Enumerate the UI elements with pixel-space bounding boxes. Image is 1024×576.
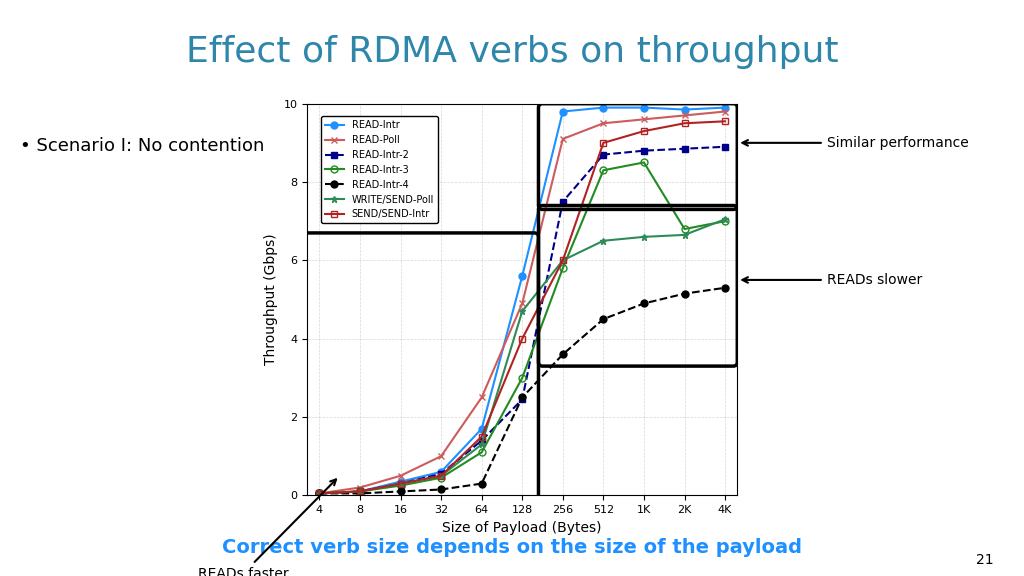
READ-Intr-4 bbox=[557, 351, 569, 358]
SEND/SEND-Intr bbox=[475, 433, 487, 440]
READ-Intr-3 bbox=[719, 218, 731, 225]
READ-Poll bbox=[475, 394, 487, 401]
Text: • Scenario I: No contention: • Scenario I: No contention bbox=[20, 137, 265, 155]
READ-Intr-3 bbox=[313, 490, 326, 497]
READ-Intr bbox=[516, 272, 528, 279]
WRITE/SEND-Poll bbox=[435, 472, 447, 479]
SEND/SEND-Intr bbox=[638, 128, 650, 135]
SEND/SEND-Intr bbox=[557, 257, 569, 264]
READ-Intr bbox=[354, 488, 367, 495]
READ-Intr bbox=[475, 425, 487, 432]
READ-Intr-4 bbox=[678, 290, 690, 297]
SEND/SEND-Intr bbox=[678, 120, 690, 127]
WRITE/SEND-Poll bbox=[313, 490, 326, 497]
READ-Intr-4 bbox=[719, 285, 731, 291]
READ-Intr-3 bbox=[597, 167, 609, 174]
READ-Intr bbox=[678, 106, 690, 113]
WRITE/SEND-Poll bbox=[354, 488, 367, 495]
READ-Intr bbox=[313, 490, 326, 497]
Text: Effect of RDMA verbs on throughput: Effect of RDMA verbs on throughput bbox=[185, 35, 839, 69]
READ-Intr-4 bbox=[435, 486, 447, 493]
Line: SEND/SEND-Intr: SEND/SEND-Intr bbox=[315, 118, 729, 497]
Text: READs slower: READs slower bbox=[742, 273, 922, 287]
READ-Intr-2 bbox=[394, 480, 407, 487]
READ-Intr bbox=[719, 104, 731, 111]
READ-Poll bbox=[313, 490, 326, 497]
Line: READ-Intr-4: READ-Intr-4 bbox=[315, 285, 729, 497]
READ-Intr-2 bbox=[475, 437, 487, 444]
Legend: READ-Intr, READ-Poll, READ-Intr-2, READ-Intr-3, READ-Intr-4, WRITE/SEND-Poll, SE: READ-Intr, READ-Poll, READ-Intr-2, READ-… bbox=[321, 116, 438, 223]
READ-Intr-4 bbox=[394, 488, 407, 495]
WRITE/SEND-Poll bbox=[678, 232, 690, 238]
X-axis label: Size of Payload (Bytes): Size of Payload (Bytes) bbox=[442, 521, 602, 535]
READ-Intr-2 bbox=[638, 147, 650, 154]
SEND/SEND-Intr bbox=[394, 480, 407, 487]
READ-Poll bbox=[354, 484, 367, 491]
READ-Intr-3 bbox=[394, 482, 407, 489]
READ-Intr bbox=[638, 104, 650, 111]
WRITE/SEND-Poll bbox=[516, 308, 528, 314]
WRITE/SEND-Poll bbox=[394, 480, 407, 487]
Line: READ-Intr-3: READ-Intr-3 bbox=[315, 159, 729, 497]
READ-Intr bbox=[394, 478, 407, 485]
READ-Intr bbox=[435, 468, 447, 475]
READ-Intr-2 bbox=[678, 145, 690, 152]
READ-Intr-4 bbox=[475, 480, 487, 487]
READ-Intr bbox=[557, 108, 569, 115]
READ-Intr-2 bbox=[557, 198, 569, 205]
SEND/SEND-Intr bbox=[597, 139, 609, 146]
WRITE/SEND-Poll bbox=[597, 237, 609, 244]
READ-Intr-4 bbox=[313, 490, 326, 497]
SEND/SEND-Intr bbox=[516, 335, 528, 342]
READ-Intr-4 bbox=[516, 394, 528, 401]
READ-Poll bbox=[638, 116, 650, 123]
READ-Intr-2 bbox=[597, 151, 609, 158]
READ-Intr-3 bbox=[557, 265, 569, 272]
Line: READ-Poll: READ-Poll bbox=[315, 108, 729, 497]
READ-Intr-4 bbox=[597, 316, 609, 323]
Line: WRITE/SEND-Poll: WRITE/SEND-Poll bbox=[315, 216, 729, 497]
READ-Intr-4 bbox=[354, 490, 367, 497]
WRITE/SEND-Poll bbox=[638, 233, 650, 240]
READ-Intr-3 bbox=[435, 474, 447, 481]
Text: 21: 21 bbox=[976, 554, 993, 567]
Text: READs faster: READs faster bbox=[198, 479, 336, 576]
SEND/SEND-Intr bbox=[313, 490, 326, 497]
SEND/SEND-Intr bbox=[354, 488, 367, 495]
READ-Intr-2 bbox=[719, 143, 731, 150]
READ-Intr-3 bbox=[475, 449, 487, 456]
READ-Poll bbox=[435, 453, 447, 460]
WRITE/SEND-Poll bbox=[719, 216, 731, 223]
READ-Poll bbox=[394, 472, 407, 479]
READ-Intr-3 bbox=[516, 374, 528, 381]
READ-Intr-2 bbox=[516, 396, 528, 403]
READ-Poll bbox=[597, 120, 609, 127]
SEND/SEND-Intr bbox=[435, 472, 447, 479]
READ-Intr-3 bbox=[354, 488, 367, 495]
Y-axis label: Throughput (Gbps): Throughput (Gbps) bbox=[264, 234, 278, 365]
WRITE/SEND-Poll bbox=[475, 441, 487, 448]
Line: READ-Intr: READ-Intr bbox=[315, 104, 729, 497]
READ-Intr-3 bbox=[678, 226, 690, 233]
READ-Intr-2 bbox=[313, 490, 326, 497]
READ-Intr-4 bbox=[638, 300, 650, 307]
Text: Correct verb size depends on the size of the payload: Correct verb size depends on the size of… bbox=[222, 538, 802, 556]
READ-Intr-2 bbox=[435, 471, 447, 478]
Line: READ-Intr-2: READ-Intr-2 bbox=[315, 143, 729, 497]
WRITE/SEND-Poll bbox=[557, 257, 569, 264]
Text: Similar performance: Similar performance bbox=[742, 136, 969, 150]
READ-Intr bbox=[597, 104, 609, 111]
READ-Intr-3 bbox=[638, 159, 650, 166]
SEND/SEND-Intr bbox=[719, 118, 731, 125]
READ-Poll bbox=[516, 300, 528, 307]
READ-Poll bbox=[678, 112, 690, 119]
READ-Poll bbox=[557, 135, 569, 142]
READ-Poll bbox=[719, 108, 731, 115]
READ-Intr-2 bbox=[354, 488, 367, 495]
